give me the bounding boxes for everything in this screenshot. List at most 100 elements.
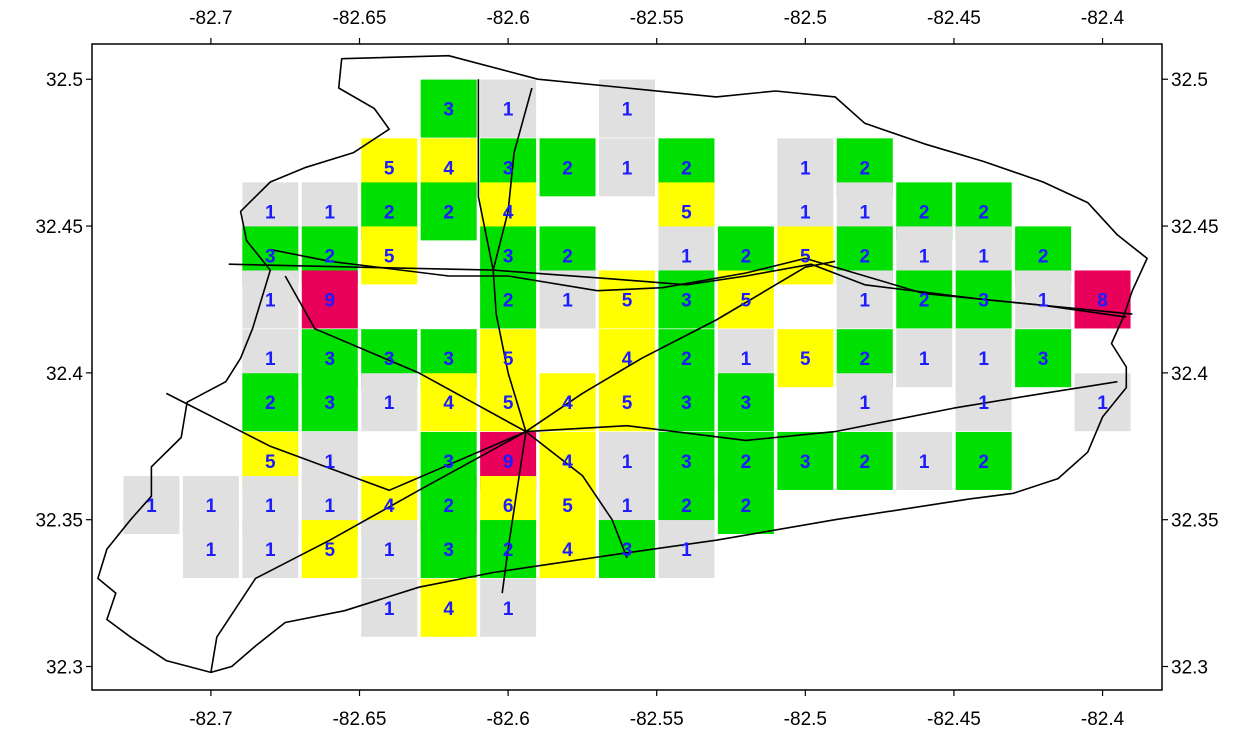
grid-cell-count: 3 <box>503 246 514 267</box>
grid-cell-count: 1 <box>265 202 276 223</box>
y-tick-label-right: 32.35 <box>1171 511 1219 532</box>
x-tick-label-bottom: -82.7 <box>189 709 232 730</box>
vector-lines-layer <box>97 54 1148 674</box>
x-tick-label-top: -82.5 <box>784 8 827 29</box>
grid-cell <box>539 270 596 329</box>
grid-cell <box>599 520 655 579</box>
y-tick-label-left: 32.4 <box>46 364 83 385</box>
grid-cell-count: 2 <box>741 496 752 517</box>
grid-cell-count: 2 <box>741 452 752 473</box>
grid-cell-count: 1 <box>800 202 811 223</box>
grid-cell <box>480 270 537 329</box>
x-tick-label-top: -82.6 <box>486 8 529 29</box>
grid-cell-count: 1 <box>562 290 573 311</box>
grid-cell-count: 1 <box>622 452 633 473</box>
grid-cell <box>777 431 834 490</box>
grid-cell-count: 2 <box>1038 246 1049 267</box>
road-line <box>525 380 1118 442</box>
grid-cell-count: 5 <box>324 540 335 561</box>
grid-cell-count: 2 <box>443 496 454 517</box>
y-tick-label-left: 32.5 <box>46 70 83 91</box>
grid-cell-count: 3 <box>265 246 276 267</box>
road-line <box>228 263 1133 315</box>
grid-cell-count: 4 <box>443 158 454 179</box>
grid-cell-count: 5 <box>681 202 692 223</box>
grid-cell <box>420 182 477 241</box>
grid-cell-count: 1 <box>1038 290 1049 311</box>
grid-cell-count: 5 <box>265 452 276 473</box>
grid-cell-count: 9 <box>503 452 514 473</box>
grid-cell <box>242 373 299 432</box>
grid-cells-layer <box>123 79 1131 637</box>
grid-cell <box>420 373 477 432</box>
grid-cell-count: 1 <box>978 246 989 267</box>
grid-cell-count: 1 <box>919 246 930 267</box>
grid-cell-count: 3 <box>443 349 454 370</box>
road-line <box>525 260 836 433</box>
grid-cell-count: 2 <box>859 246 870 267</box>
grid-cell-count: 1 <box>384 540 395 561</box>
grid-cell-count: 1 <box>265 540 276 561</box>
grid-cell-count: 2 <box>443 202 454 223</box>
grid-cell-count: 5 <box>622 393 633 414</box>
grid-cell-count: 5 <box>384 246 395 267</box>
grid-cell-count: 2 <box>859 158 870 179</box>
grid-cell-count: 4 <box>562 540 573 561</box>
grid-cell <box>777 226 834 285</box>
grid-cell-count: 2 <box>859 349 870 370</box>
grid-cell-count: 2 <box>265 393 276 414</box>
grid-cell <box>896 329 953 388</box>
grid-cell <box>836 431 893 490</box>
grid-cell-count: 2 <box>384 202 395 223</box>
grid-cell-count: 3 <box>978 290 989 311</box>
grid-cell <box>717 373 774 432</box>
grid-cell <box>242 270 299 329</box>
grid-cell-count: 1 <box>622 100 633 121</box>
grid-cell <box>361 226 418 285</box>
grid-cell-count: 8 <box>1097 290 1108 311</box>
grid-cell <box>182 520 239 579</box>
grid-cell <box>896 270 953 329</box>
grid-cell <box>1015 329 1072 388</box>
grid-cell-count: 2 <box>681 496 692 517</box>
grid-cell-count: 2 <box>919 202 930 223</box>
grid-cell <box>420 578 477 637</box>
grid-cell-count: 3 <box>443 100 454 121</box>
grid-cell-count: 3 <box>622 540 633 561</box>
grid-cell-count: 2 <box>741 246 752 267</box>
grid-cell-count: 3 <box>681 290 692 311</box>
county-boundary <box>97 54 1148 674</box>
grid-cell-count: 1 <box>859 393 870 414</box>
grid-cell-count: 2 <box>562 158 573 179</box>
x-tick-label-bottom: -82.65 <box>333 709 387 730</box>
x-tick-label-bottom: -82.4 <box>1081 709 1125 730</box>
grid-cell-count: 1 <box>265 290 276 311</box>
grid-cell-count: 1 <box>978 349 989 370</box>
grid-cell-count: 5 <box>800 349 811 370</box>
grid-cell-count: 5 <box>800 246 811 267</box>
grid-cell-count: 1 <box>741 349 752 370</box>
grid-cell <box>361 373 418 432</box>
grid-cell-count: 2 <box>978 452 989 473</box>
grid-cell <box>539 520 596 579</box>
grid-cell-count: 1 <box>622 496 633 517</box>
grid-cell <box>658 373 715 432</box>
grid-cell <box>955 431 1012 490</box>
grid-cell <box>599 373 655 432</box>
grid-cell-count: 1 <box>859 202 870 223</box>
grid-cell <box>242 520 299 579</box>
x-tick-label-bottom: -82.55 <box>630 709 684 730</box>
grid-cell-count: 1 <box>681 540 692 561</box>
grid-cell <box>420 520 477 579</box>
grid-cell-count: 3 <box>324 349 335 370</box>
x-tick-label-bottom: -82.5 <box>784 709 827 730</box>
grid-cell <box>777 329 834 388</box>
grid-cell-count: 3 <box>324 393 335 414</box>
grid-cell-count: 1 <box>146 496 157 517</box>
grid-cell-count: 3 <box>443 540 454 561</box>
grid-cell-count: 2 <box>919 290 930 311</box>
axes-layer: -82.7-82.7-82.65-82.65-82.6-82.6-82.55-8… <box>35 8 1218 730</box>
grid-cell-count: 1 <box>265 496 276 517</box>
grid-cell-count: 1 <box>919 452 930 473</box>
